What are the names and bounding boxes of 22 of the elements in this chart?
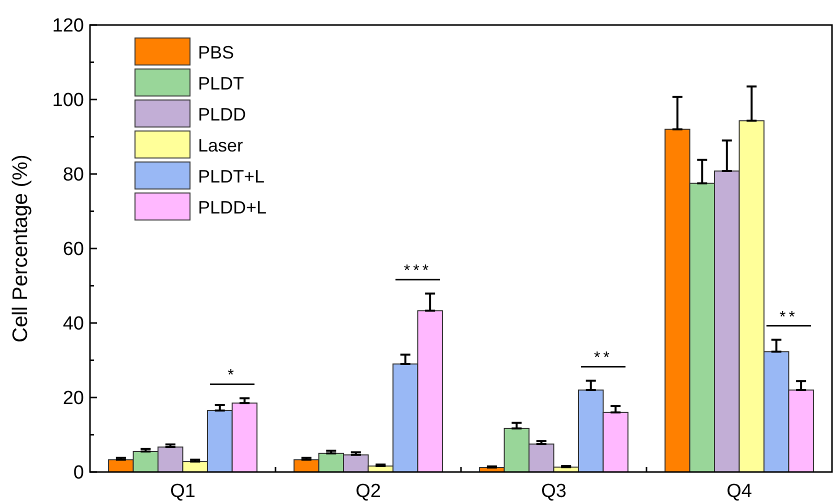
y-tick-label: 80 <box>62 164 84 186</box>
legend-label: PLDD <box>198 104 246 124</box>
legend-label: PLDT+L <box>198 166 265 186</box>
x-tick-label: Q3 <box>541 481 566 502</box>
x-tick-label: Q4 <box>726 481 752 502</box>
x-tick-label: Q2 <box>356 481 381 502</box>
y-tick-label: 0 <box>73 462 84 484</box>
annotation: ** <box>779 308 798 326</box>
annotation: *** <box>404 262 432 280</box>
y-tick-label: 60 <box>62 239 84 260</box>
annotation: ** <box>594 350 612 367</box>
y-tick-label: 40 <box>62 314 84 335</box>
y-tick-label: 100 <box>52 90 84 112</box>
legend-label: PLDD+L <box>198 197 267 218</box>
annotation: * <box>228 367 237 384</box>
legend-label: PLDT <box>198 73 244 94</box>
legend-label: PBS <box>198 42 234 62</box>
y-tick-label: 20 <box>62 388 84 410</box>
x-tick-label: Q1 <box>170 481 196 502</box>
y-tick-label: 120 <box>52 16 84 37</box>
legend-label: Laser <box>198 135 244 156</box>
y-axis-title: Cell Percentage (%) <box>9 154 32 342</box>
